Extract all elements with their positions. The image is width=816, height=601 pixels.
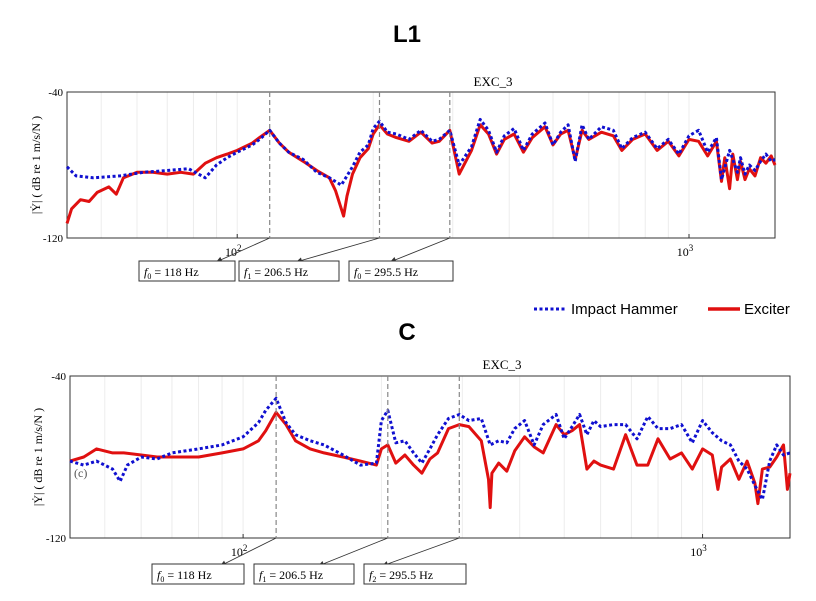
resonance-label: f1 = 206.5 Hz (259, 568, 323, 584)
resonance-box (363, 563, 467, 585)
resonance-label: f0 = 118 Hz (157, 568, 212, 584)
resonance-label: f0 = 118 Hz (144, 265, 199, 281)
resonance-box (238, 260, 340, 282)
x-tick-label: 103 (690, 543, 707, 559)
y-tick-label: -40 (48, 87, 63, 99)
x-tick-label: 102 (231, 543, 248, 559)
y-axis-label: |Ẏ| ( dB re 1 m/s/N ) (29, 116, 43, 214)
legend-label-impact-hammer: Impact Hammer (571, 301, 678, 318)
x-tick-label: 102 (225, 243, 242, 259)
y-tick-label: -40 (51, 371, 66, 383)
resonance-box (348, 260, 454, 282)
panel-label: C (398, 319, 415, 346)
y-tick-label: -120 (43, 233, 64, 245)
x-tick-label: 103 (677, 243, 694, 259)
series-line-exciter (69, 410, 792, 510)
panel-label: L1 (393, 21, 421, 48)
resonance-label: f2 = 295.5 Hz (369, 568, 433, 584)
y-tick-label: -120 (46, 533, 67, 545)
resonance-box (151, 563, 245, 585)
resonance-arrow (381, 537, 460, 567)
y-axis-label: |Ẏ| ( dB re 1 m/s/N ) (31, 408, 45, 506)
chart-title: EXC_3 (474, 74, 513, 89)
resonance-arrow (389, 237, 450, 263)
chart-title: EXC_3 (483, 357, 522, 372)
inset-text: (c) (74, 466, 87, 480)
series-line-impact-hammer (69, 396, 791, 501)
resonance-label: f0 = 295.5 Hz (354, 265, 418, 281)
resonance-arrow (317, 537, 388, 567)
resonance-arrow (219, 537, 277, 567)
legend: Impact Hammer Exciter (534, 301, 790, 318)
panel-l1: L1 EXC_3 -40 -120 |Ẏ| ( dB re 1 m/s/N ) 102 1… (29, 21, 777, 282)
grid (100, 92, 690, 238)
panel-c: C EXC_3 -40 -120 |Ẏ| ( dB re 1 m/s/N ) 102 10… (31, 319, 792, 585)
plot-frame (69, 375, 791, 539)
resonance-label: f1 = 206.5 Hz (244, 265, 308, 281)
grid (104, 376, 704, 538)
series-line-impact-hammer (65, 117, 776, 187)
resonance-arrow (295, 237, 380, 263)
legend-label-exciter: Exciter (744, 301, 790, 318)
series-line-exciter (65, 123, 777, 224)
resonance-box (138, 260, 236, 282)
resonance-box (253, 563, 355, 585)
resonance-arrow (215, 237, 270, 263)
